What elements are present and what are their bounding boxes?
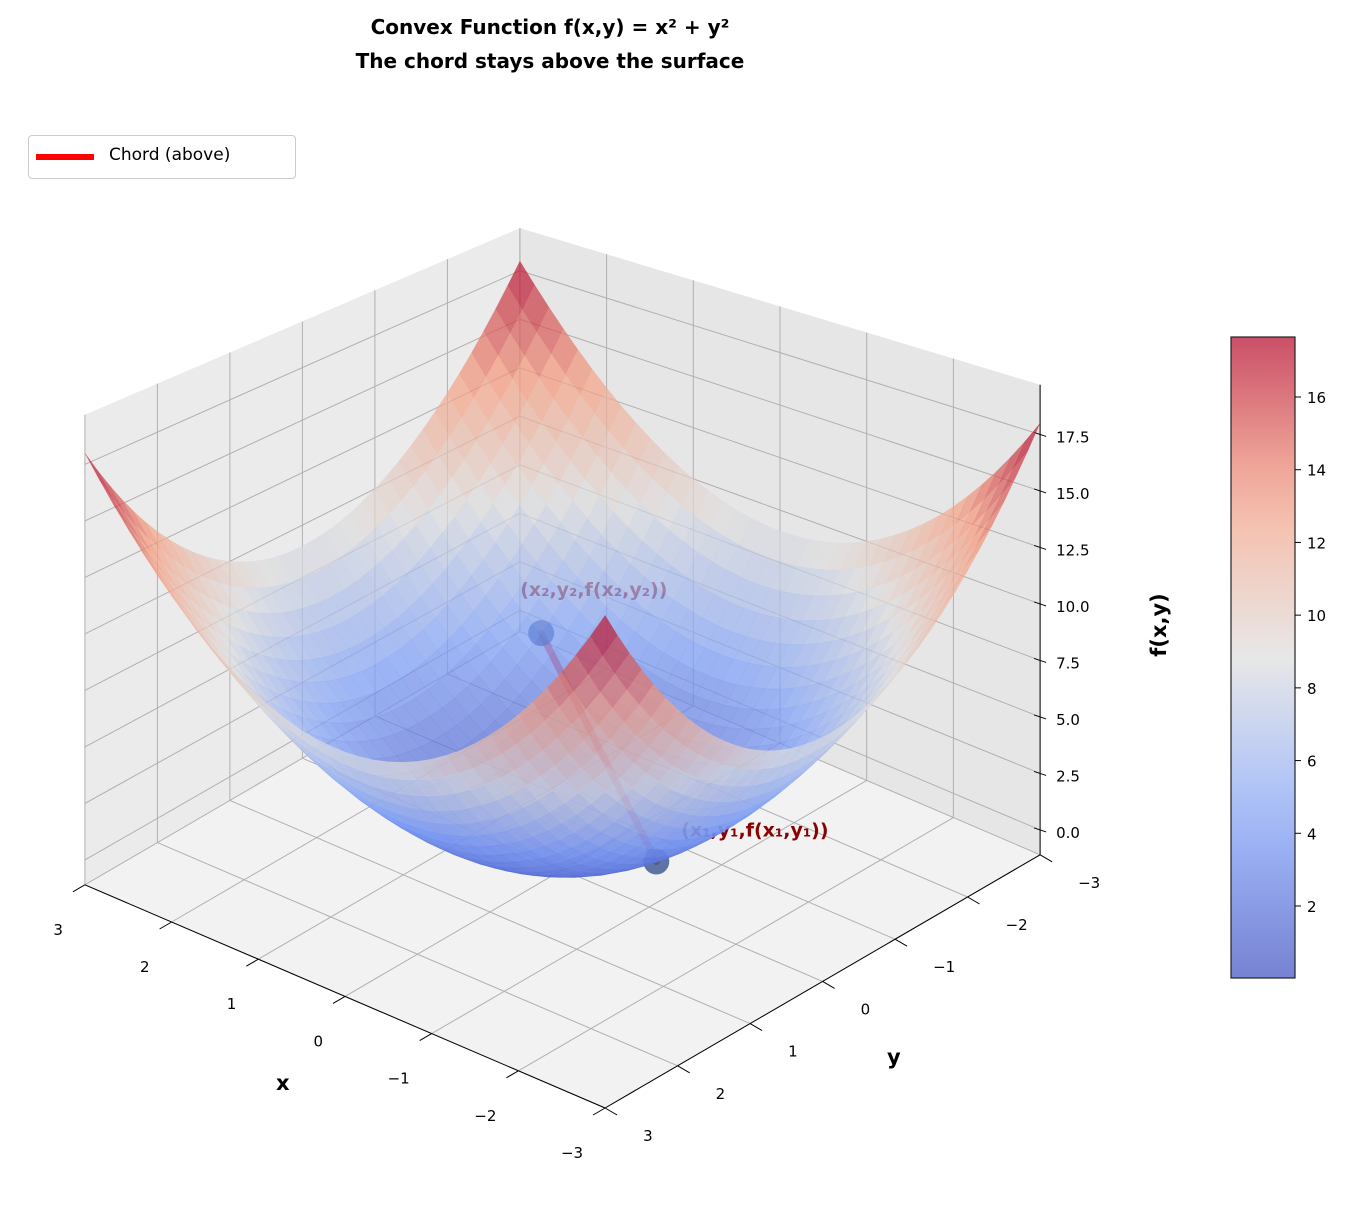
y-tick-label: 0 bbox=[861, 1000, 871, 1018]
z-tick-label: 5.0 bbox=[1056, 711, 1080, 729]
axis-ticks: 3 2 1 0 −1 −2 −3 3 2 1 0 −1 −2 −3 0.0 2.5 5.0 7.5 10.0 12.5… bbox=[53, 384, 1100, 1162]
z-tick-mark bbox=[1033, 488, 1047, 494]
x-tick-label: −1 bbox=[388, 1070, 410, 1088]
colorbar-tick-label: 12 bbox=[1307, 534, 1326, 552]
wall-gridline bbox=[519, 318, 1041, 492]
colorbar-tick-label: 14 bbox=[1307, 462, 1326, 480]
x-tick-mark bbox=[332, 995, 346, 1004]
x-tick-mark bbox=[72, 884, 86, 893]
x-tick-mark bbox=[506, 1070, 519, 1079]
colorbar-gradient bbox=[1230, 336, 1296, 979]
x-tick-mark bbox=[592, 1107, 606, 1116]
x-tick-label: −3 bbox=[561, 1144, 583, 1162]
surface-patch bbox=[301, 729, 329, 757]
z-tick-mark bbox=[1033, 544, 1047, 550]
y-tick-label: −3 bbox=[1078, 874, 1100, 892]
floor-gridline bbox=[229, 799, 751, 1025]
y-tick-label: −1 bbox=[933, 958, 955, 976]
colorbar-tick-label: 10 bbox=[1307, 607, 1326, 625]
y-tick-label: 2 bbox=[716, 1085, 726, 1103]
surface-patch bbox=[272, 708, 300, 738]
colorbar: 2 4 6 8 10 12 14 16 bbox=[1230, 336, 1326, 979]
surface-patch bbox=[590, 614, 618, 656]
wall-gridline bbox=[519, 270, 1041, 435]
y-tick-mark bbox=[822, 980, 835, 989]
x-tick-label: 2 bbox=[140, 958, 150, 976]
z-tick-label: 2.5 bbox=[1056, 767, 1080, 785]
colorbar-tick-label: 16 bbox=[1307, 389, 1326, 407]
colorbar-tick-label: 4 bbox=[1307, 825, 1317, 843]
surface-patch bbox=[474, 734, 502, 763]
surface-patch bbox=[329, 745, 358, 770]
floor-gridline bbox=[157, 842, 678, 1067]
y-tick-label: −2 bbox=[1006, 916, 1028, 934]
y-tick-mark bbox=[749, 1023, 763, 1032]
x-tick-mark bbox=[419, 1033, 432, 1042]
y-tick-label: 3 bbox=[643, 1127, 653, 1145]
colorbar-tick-label: 6 bbox=[1307, 753, 1317, 771]
title-line-1: Convex Function f(x,y) = x² + y² bbox=[370, 15, 730, 39]
colorbar-tick-label: 2 bbox=[1307, 898, 1317, 916]
z-tick-label: 0.0 bbox=[1056, 824, 1080, 842]
x-tick-label: −2 bbox=[474, 1107, 496, 1125]
surface-patch bbox=[128, 529, 156, 570]
x-tick-mark bbox=[159, 921, 172, 930]
y-tick-mark bbox=[1039, 854, 1053, 863]
z-tick-mark bbox=[1033, 601, 1047, 607]
surface-patch bbox=[431, 755, 459, 778]
wall-gridline bbox=[84, 318, 521, 522]
z-tick-label: 17.5 bbox=[1056, 428, 1089, 446]
z-tick-mark bbox=[1033, 827, 1047, 833]
z-tick-label: 12.5 bbox=[1056, 541, 1089, 559]
z-tick-label: 15.0 bbox=[1056, 485, 1089, 503]
chart-title: Convex Function f(x,y) = x² + y² The cho… bbox=[0, 10, 1100, 78]
x-tick-label: 1 bbox=[227, 995, 237, 1013]
y-tick-mark bbox=[604, 1107, 618, 1116]
z-tick-mark bbox=[1033, 770, 1047, 776]
z-tick-label: 10.0 bbox=[1056, 598, 1089, 616]
surface-patch bbox=[387, 761, 416, 781]
y-tick-mark bbox=[967, 896, 980, 905]
y-tick-mark bbox=[894, 938, 908, 947]
surface-patch bbox=[532, 687, 560, 722]
surface-patch bbox=[243, 682, 271, 714]
surface bbox=[84, 260, 1041, 878]
surface-patch bbox=[489, 725, 517, 755]
surface-patch bbox=[373, 759, 401, 780]
z-tick-mark bbox=[1033, 657, 1047, 663]
y-tick-mark bbox=[677, 1065, 690, 1074]
surface-patch bbox=[286, 719, 314, 748]
x-tick-label: 3 bbox=[53, 921, 63, 939]
z-tick-mark bbox=[1033, 714, 1047, 720]
z-axis-label: f(x,y) bbox=[1147, 593, 1171, 657]
surface-patch bbox=[402, 761, 430, 781]
x-axis-label: x bbox=[276, 1071, 290, 1095]
legend-chord-swatch bbox=[36, 154, 94, 160]
wall-gridline bbox=[84, 270, 521, 465]
y-tick-label: 1 bbox=[788, 1043, 798, 1061]
y-axis-label: y bbox=[887, 1045, 901, 1069]
surface-patch bbox=[258, 696, 286, 727]
x-tick-label: 0 bbox=[313, 1032, 323, 1050]
colorbar-tick-label: 8 bbox=[1307, 680, 1317, 698]
title-line-2: The chord stays above the surface bbox=[355, 49, 745, 73]
legend-chord-label: Chord (above) bbox=[109, 145, 231, 165]
z-tick-mark bbox=[1033, 431, 1047, 437]
x-tick-mark bbox=[246, 958, 259, 967]
legend: Chord (above) bbox=[28, 135, 296, 179]
z-tick-label: 7.5 bbox=[1056, 654, 1080, 672]
